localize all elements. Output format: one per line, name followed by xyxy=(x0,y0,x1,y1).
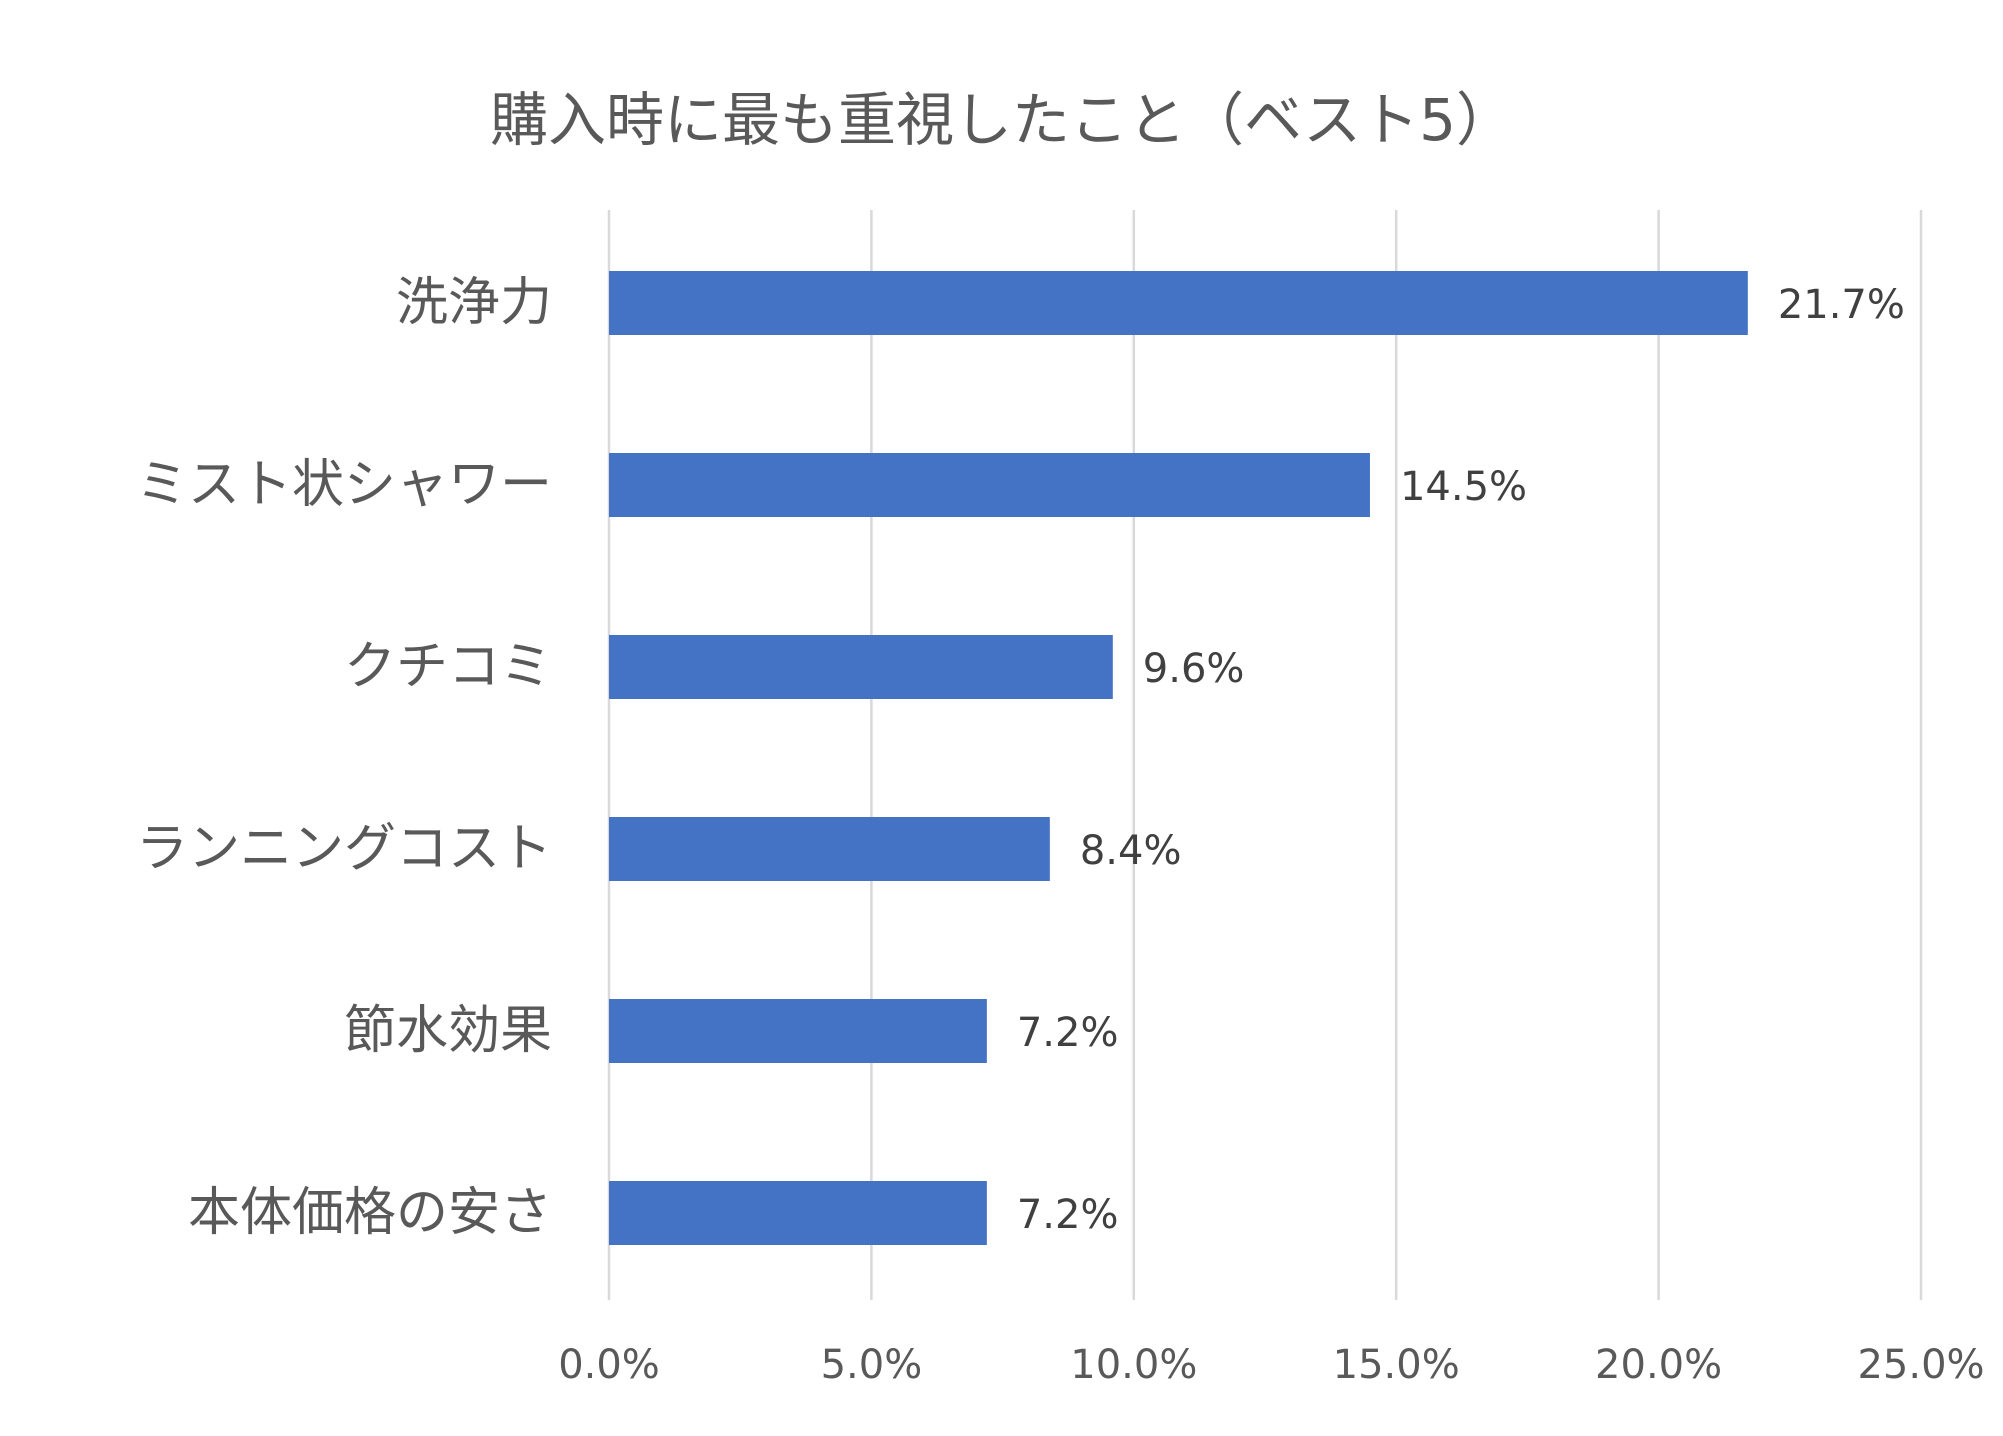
bar xyxy=(609,817,1050,881)
bar xyxy=(609,999,987,1063)
x-axis-tick-labels: 0.0% 5.0% 10.0% 15.0% 20.0% 25.0% xyxy=(558,1342,1984,1388)
bar xyxy=(609,453,1370,517)
data-label: 8.4% xyxy=(1080,828,1182,874)
category-label: ミスト状シャワー xyxy=(136,455,552,515)
x-tick-label: 10.0% xyxy=(1070,1342,1197,1388)
data-label: 7.2% xyxy=(1017,1192,1119,1238)
category-label: ランニングコスト xyxy=(136,819,552,879)
x-tick-label: 20.0% xyxy=(1595,1342,1722,1388)
category-label: 本体価格の安さ xyxy=(188,1183,552,1243)
data-label: 9.6% xyxy=(1143,646,1245,692)
data-labels: 21.7% 14.5% 9.6% 8.4% 7.2% 7.2% xyxy=(1017,282,1905,1238)
gridlines xyxy=(607,210,1923,1300)
x-tick-label: 25.0% xyxy=(1857,1342,1984,1388)
chart-title: 購入時に最も重視したこと（ベスト5） xyxy=(490,86,1514,154)
bar xyxy=(609,271,1748,335)
data-label: 21.7% xyxy=(1778,282,1905,328)
category-label: クチコミ xyxy=(344,637,552,697)
bar xyxy=(609,1181,987,1245)
category-label: 節水効果 xyxy=(344,1001,552,1061)
data-label: 7.2% xyxy=(1017,1010,1119,1056)
category-label: 洗浄力 xyxy=(396,273,552,333)
data-label: 14.5% xyxy=(1400,464,1527,510)
x-tick-label: 15.0% xyxy=(1333,1342,1460,1388)
bars xyxy=(609,271,1748,1245)
x-tick-label: 5.0% xyxy=(821,1342,923,1388)
bar xyxy=(609,635,1113,699)
x-tick-label: 0.0% xyxy=(558,1342,660,1388)
